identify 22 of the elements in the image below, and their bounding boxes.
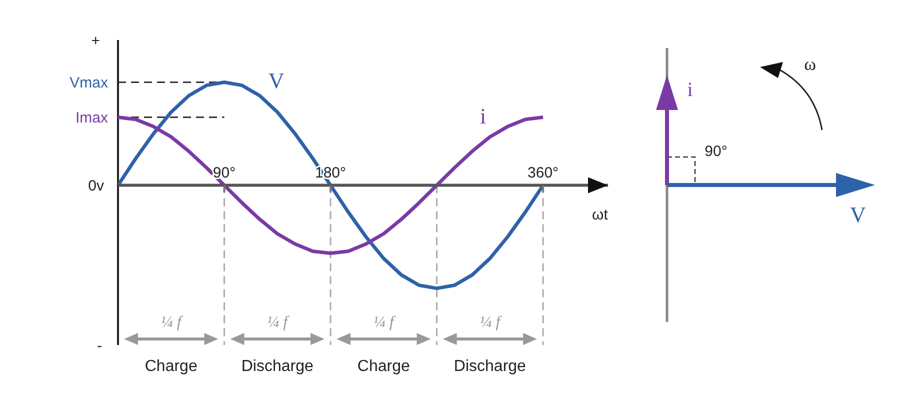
x-axis-title: ωt	[592, 206, 609, 224]
text: Discharge	[241, 358, 314, 375]
text: Charge	[357, 358, 410, 375]
text: ¼ f	[267, 314, 290, 331]
text: Charge	[144, 358, 198, 375]
text: 90°	[704, 143, 728, 160]
text: ¼ f	[160, 314, 184, 331]
text: V	[850, 202, 866, 227]
text: i	[687, 79, 694, 101]
x-tick-label: 360°	[528, 164, 559, 182]
ref-line-label: Vmax	[70, 74, 108, 92]
x-tick-label: 90°	[212, 164, 236, 182]
text: +	[91, 32, 100, 50]
text: ¼ f	[373, 314, 396, 331]
series-label: i	[480, 103, 486, 128]
text: ¼ f	[480, 314, 503, 331]
ref-line-label: Imax	[75, 110, 108, 127]
text: ω	[804, 54, 816, 74]
series-label: V	[268, 68, 284, 94]
text: -	[97, 337, 102, 354]
text: Discharge	[454, 358, 526, 375]
text: 0v	[88, 178, 104, 195]
